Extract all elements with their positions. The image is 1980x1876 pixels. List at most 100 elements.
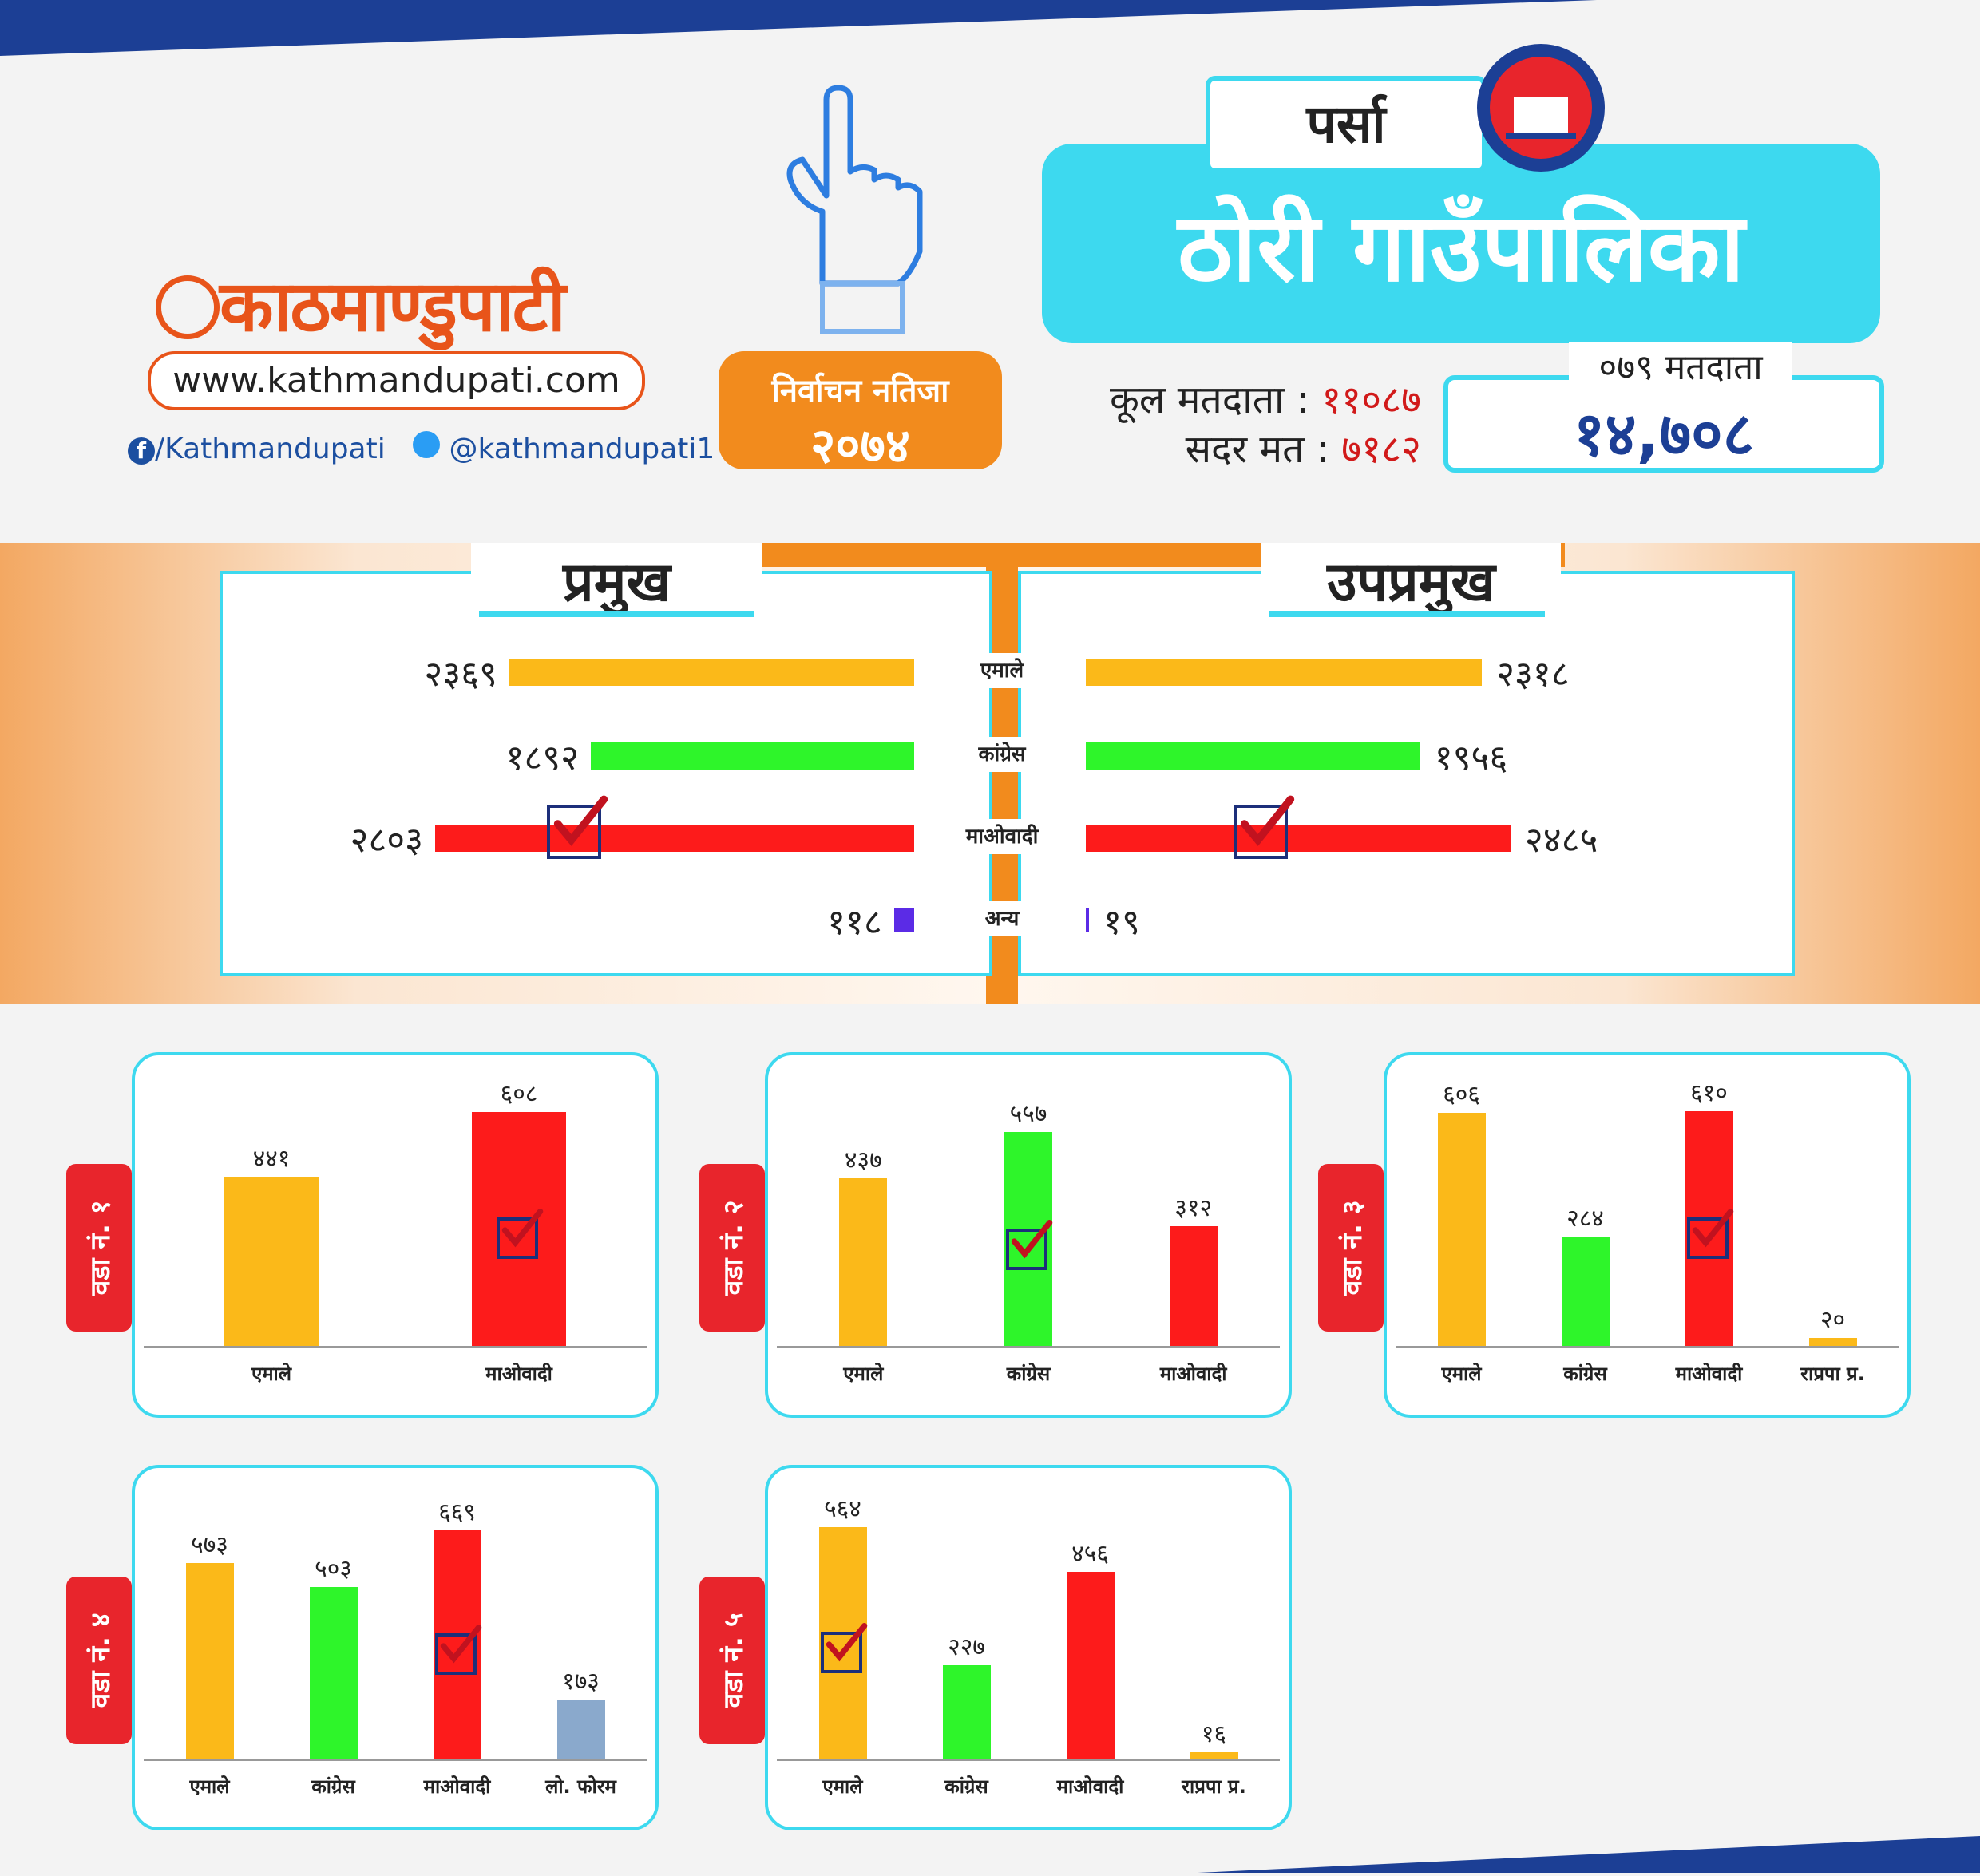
ward-tag: वडा नं. ३ (1318, 1164, 1384, 1332)
deputy-bar (1086, 659, 1483, 686)
ward-winner-check-icon (1006, 1219, 1053, 1270)
deputy-tab: उपप्रमुख (1261, 543, 1561, 623)
deputy-bar (1086, 825, 1511, 852)
ward-tag: वडा नं. ४ (66, 1577, 132, 1744)
deputy-winner-check-icon (1234, 795, 1295, 859)
voter-counts: कूल मतदाता : ११०८७ सदर मत : ७१८२ (1038, 375, 1421, 474)
ward-bar (309, 1586, 358, 1759)
ward-value-label: २८४ (1566, 1205, 1604, 1233)
ward-value-label: ४४१ (252, 1144, 291, 1173)
ward-category-label: कांग्रेस (944, 1775, 988, 1798)
ward-baseline (777, 1346, 1280, 1348)
mayor-value-label: २३६९ (424, 654, 497, 695)
ward-title: वडा नं. ३ (1336, 1200, 1368, 1296)
website-url[interactable]: www.kathmandupati.com (148, 351, 645, 410)
ward-value-label: ६०८ (500, 1080, 538, 1109)
ward-tag: वडा नं. २ (699, 1164, 765, 1332)
social-links: f/Kathmandupati @kathmandupati1 (128, 431, 715, 465)
ward-bar (185, 1562, 234, 1759)
ward-bar (556, 1699, 605, 1759)
voters-079-label: ०७९ मतदाता (1569, 342, 1792, 390)
ward-winner-check-icon (497, 1209, 544, 1260)
ward-bar (1437, 1113, 1486, 1346)
party-label: माओवादी (954, 819, 1050, 854)
ballot-box-inner (1490, 57, 1592, 159)
ward-category-label: एमाले (189, 1775, 230, 1798)
ward-value-label: ५७३ (191, 1530, 228, 1559)
voting-hand-icon (766, 84, 958, 342)
bottom-stripe (0, 1836, 1980, 1873)
ward-value-label: ५५७ (1009, 1099, 1047, 1128)
deputy-tab-underline (1269, 611, 1545, 617)
ward-value-label: २० (1820, 1306, 1846, 1335)
ward-baseline (144, 1346, 647, 1348)
ward-value-label: ४५६ (1071, 1539, 1109, 1568)
ward-tag: वडा नं. ५ (699, 1577, 765, 1744)
ward-category-label: माओवादी (423, 1775, 491, 1798)
logo-mark-icon (156, 275, 220, 339)
party-label: कांग्रेस (954, 737, 1050, 772)
ward-value-label: २२७ (948, 1633, 985, 1662)
result-badge: निर्वाचन नतिजा २०७४ (719, 351, 1002, 474)
district-name: पर्सा (1206, 76, 1487, 173)
ward-tag: वडा नं. १ (66, 1164, 132, 1332)
deputy-value-label: २३१८ (1496, 654, 1570, 695)
ward-value-label: ६६९ (438, 1498, 476, 1526)
ward-bar (839, 1177, 888, 1346)
ward-bar (472, 1112, 566, 1346)
deputy-panel (1018, 571, 1795, 976)
ward-title: वडा नं. २ (718, 1200, 750, 1296)
mayor-value-label: २८०३ (350, 820, 423, 861)
ward-value-label: ६०६ (1443, 1081, 1480, 1110)
logo-text: काठमाण्डुपाटी (220, 265, 566, 347)
municipality-name: ठोरी गाउँपालिका (1042, 144, 1880, 343)
ward-value-label: ४३७ (844, 1146, 882, 1174)
ward-category-label: कांग्रेस (311, 1775, 355, 1798)
ward-category-label: राप्रपा प्र. (1182, 1775, 1246, 1798)
ward-title: वडा नं. ४ (85, 1613, 117, 1708)
ward-bar (1190, 1751, 1238, 1759)
ward-category-label: कांग्रेस (1006, 1363, 1051, 1385)
mayor-bar (509, 659, 914, 686)
ward-category-label: माओवादी (1056, 1775, 1124, 1798)
valid-votes-value: ७१८२ (1341, 427, 1421, 472)
ward-bar (224, 1176, 319, 1346)
ward-category-label: माओवादी (485, 1363, 552, 1385)
ward-value-label: ५६४ (824, 1495, 861, 1524)
total-voters-value: ११०८७ (1321, 378, 1421, 422)
ward-bar (1066, 1571, 1115, 1759)
result-title: निर्वाचन नतिजा (771, 373, 949, 410)
twitter-icon (413, 431, 441, 458)
ward-baseline (144, 1759, 647, 1761)
deputy-value-label: २४८५ (1524, 820, 1598, 861)
facebook-handle[interactable]: /Kathmandupati (155, 433, 386, 465)
ward-value-label: ३१२ (1174, 1193, 1213, 1222)
ward-winner-check-icon (434, 1624, 481, 1675)
top-stripe (0, 0, 1980, 56)
ward-category-label: एमाले (251, 1363, 292, 1385)
twitter-handle[interactable]: @kathmandupati1 (449, 433, 715, 465)
ward-bar (942, 1665, 991, 1759)
ward-bar (1808, 1338, 1857, 1346)
mayor-tab: प्रमुख (471, 543, 762, 623)
mayor-bar (591, 742, 914, 770)
voters-079-value: १४,७०८ (1573, 398, 1755, 469)
ward-category-label: लो. फोरम (545, 1775, 616, 1798)
mayor-bar (893, 908, 914, 932)
party-label: अन्य (954, 901, 1050, 936)
deputy-value-label: १९५६ (1434, 738, 1508, 778)
mayor-value-label: १८९२ (505, 738, 579, 778)
deputy-bar (1086, 742, 1420, 770)
mayor-tab-underline (479, 611, 754, 617)
mayor-winner-check-icon (547, 795, 608, 859)
ward-value-label: १७३ (562, 1667, 600, 1696)
mayor-panel (220, 571, 992, 976)
ward-baseline (1396, 1346, 1899, 1348)
ward-category-label: माओवादी (1675, 1363, 1743, 1385)
valid-votes-label: सदर मत : (1185, 427, 1329, 472)
ward-category-label: एमाले (822, 1775, 863, 1798)
deputy-bar (1086, 908, 1090, 932)
ward-bar (1561, 1237, 1610, 1346)
ward-value-label: ५०३ (315, 1554, 352, 1583)
ward-category-label: राप्रपा प्र. (1800, 1363, 1865, 1385)
